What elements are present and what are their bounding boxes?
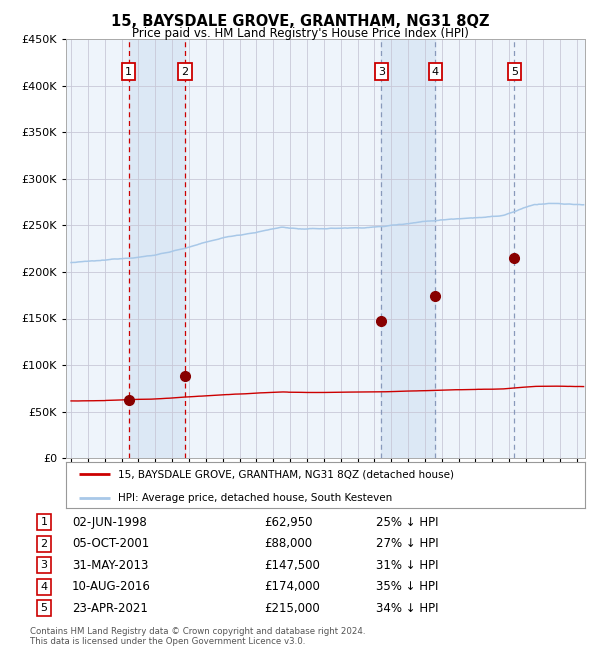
Text: £174,000: £174,000 — [265, 580, 320, 593]
Text: 10-AUG-2016: 10-AUG-2016 — [72, 580, 151, 593]
Text: 25% ↓ HPI: 25% ↓ HPI — [376, 516, 439, 529]
Text: 1: 1 — [40, 517, 47, 527]
Text: 02-JUN-1998: 02-JUN-1998 — [72, 516, 146, 529]
Text: 3: 3 — [40, 560, 47, 570]
Text: 2: 2 — [181, 66, 188, 77]
Text: Contains HM Land Registry data © Crown copyright and database right 2024.: Contains HM Land Registry data © Crown c… — [30, 627, 365, 636]
Text: 23-APR-2021: 23-APR-2021 — [72, 602, 148, 615]
Text: 27% ↓ HPI: 27% ↓ HPI — [376, 537, 439, 550]
Text: 15, BAYSDALE GROVE, GRANTHAM, NG31 8QZ (detached house): 15, BAYSDALE GROVE, GRANTHAM, NG31 8QZ (… — [118, 469, 454, 479]
Text: £62,950: £62,950 — [265, 516, 313, 529]
Text: 05-OCT-2001: 05-OCT-2001 — [72, 537, 149, 550]
Text: 31% ↓ HPI: 31% ↓ HPI — [376, 558, 439, 572]
Text: 5: 5 — [511, 66, 518, 77]
Text: 5: 5 — [40, 603, 47, 613]
Text: 4: 4 — [431, 66, 439, 77]
Text: £88,000: £88,000 — [265, 537, 313, 550]
Text: £147,500: £147,500 — [265, 558, 320, 572]
Text: 34% ↓ HPI: 34% ↓ HPI — [376, 602, 439, 615]
Text: 15, BAYSDALE GROVE, GRANTHAM, NG31 8QZ: 15, BAYSDALE GROVE, GRANTHAM, NG31 8QZ — [111, 14, 489, 29]
Text: HPI: Average price, detached house, South Kesteven: HPI: Average price, detached house, Sout… — [118, 493, 392, 503]
Text: £215,000: £215,000 — [265, 602, 320, 615]
Text: This data is licensed under the Open Government Licence v3.0.: This data is licensed under the Open Gov… — [30, 637, 305, 646]
Text: 3: 3 — [378, 66, 385, 77]
Bar — [128, 39, 185, 458]
Text: 31-MAY-2013: 31-MAY-2013 — [72, 558, 148, 572]
Text: 2: 2 — [40, 539, 47, 549]
Text: Price paid vs. HM Land Registry's House Price Index (HPI): Price paid vs. HM Land Registry's House … — [131, 27, 469, 40]
Text: 35% ↓ HPI: 35% ↓ HPI — [376, 580, 439, 593]
Bar — [381, 39, 435, 458]
Text: 1: 1 — [125, 66, 132, 77]
Text: 4: 4 — [40, 582, 47, 592]
